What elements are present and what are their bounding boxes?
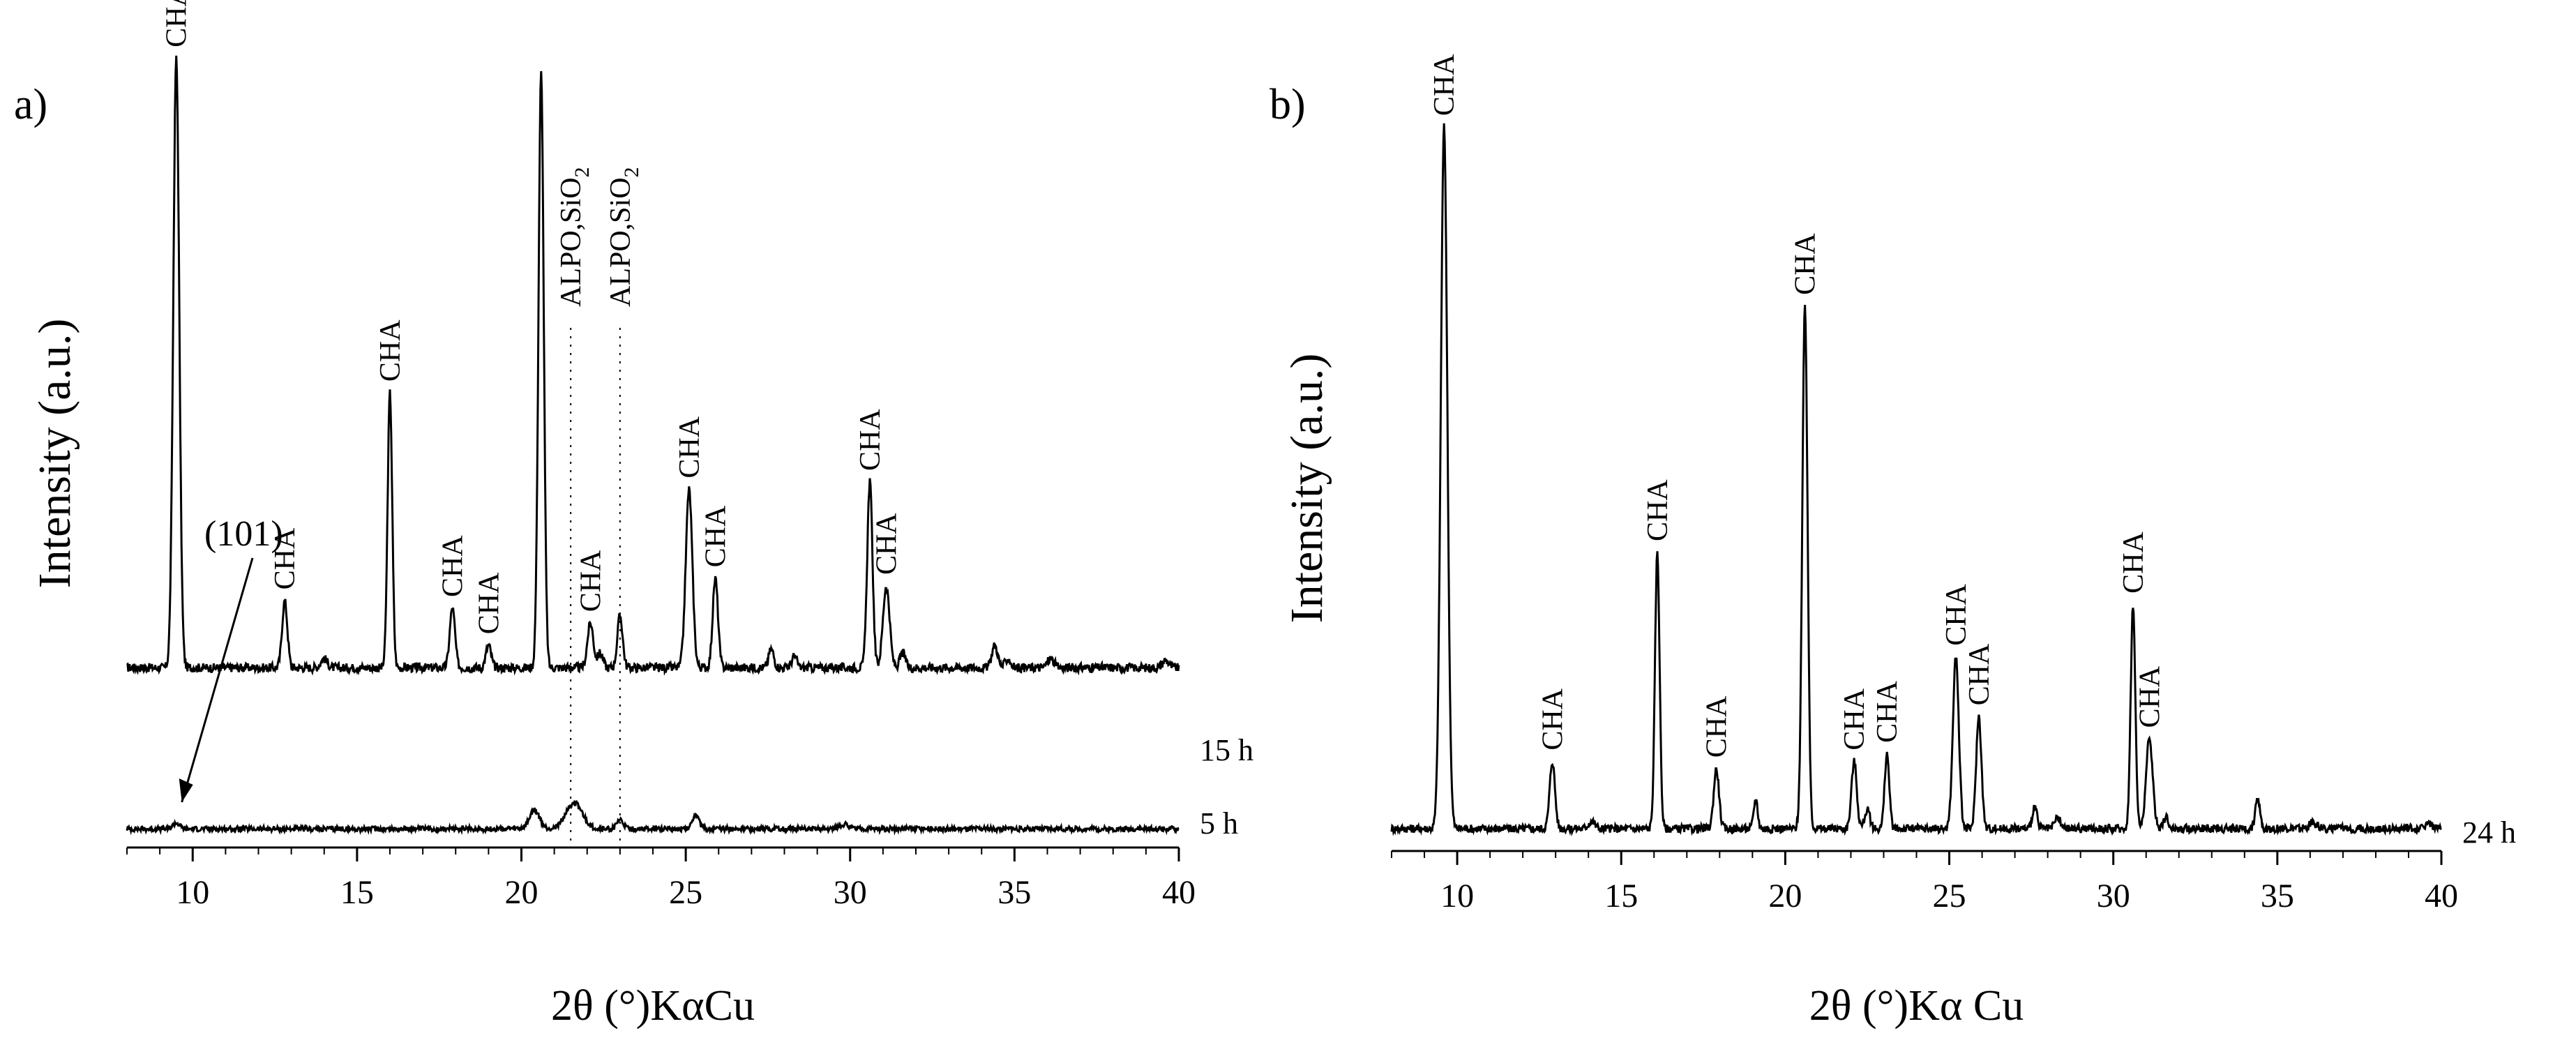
y-axis-label: Intensity (a.u.) [1281, 354, 1332, 624]
alpo-annotation: ALPO,SiO2 [605, 167, 643, 307]
peak-annotation: CHA [1941, 583, 1973, 645]
peak-annotation: CHA [1642, 479, 1674, 541]
panel-b-xrd-chart: b) 10 15 20 25 30 35 40 2θ (°)Kα Cu Intensity (a.… [1270, 54, 2516, 1030]
x-tick-label: 15 [340, 874, 374, 911]
x-tick-label: 10 [1440, 877, 1474, 914]
x-tick-label: 40 [2425, 877, 2458, 914]
hkl-arrow-head [179, 778, 193, 802]
x-tick-label: 40 [1162, 874, 1196, 911]
peak-annotation: CHA [375, 319, 407, 382]
peak-annotation: CHA [700, 505, 732, 567]
peak-annotation: CHA [1429, 54, 1461, 116]
peak-annotation: CHA [1964, 643, 1996, 705]
peak-annotation: CHA [575, 550, 607, 612]
hkl-label: (101) [204, 514, 283, 554]
panel-label: b) [1270, 81, 1306, 128]
panel-a-xrd-chart: a) 10 15 20 25 30 35 40 2θ (°)KαCu Intensity (a.u… [14, 0, 1253, 1030]
series-label: 15 h [1200, 733, 1253, 767]
series-line [126, 55, 1180, 676]
y-axis-label: Intensity (a.u.) [29, 319, 80, 589]
peak-annotation: CHA [269, 527, 301, 589]
x-tick-label: 35 [2261, 877, 2294, 914]
peak-annotation: CHA [1701, 695, 1733, 758]
panel-label: a) [14, 81, 47, 128]
peak-annotation: CHA [473, 572, 505, 634]
series-label: 24 h [2462, 815, 2516, 850]
peak-annotation: CHA [854, 409, 887, 471]
peak-annotation: CHA [674, 416, 706, 478]
x-axis-label: 2θ (°)Kα Cu [1809, 982, 2024, 1030]
hkl-arrow-line [181, 557, 254, 803]
series-label: 5 h [1200, 806, 1238, 841]
peak-annotation: CHA [2118, 532, 2150, 594]
peak-annotation: CHA [161, 0, 193, 47]
series-line [126, 799, 1180, 836]
peak-annotation: CHA [1790, 233, 1822, 295]
alpo-annotation: ALPO,SiO2 [555, 167, 594, 307]
series-line [1390, 123, 2442, 837]
peak-annotation: CHA [871, 513, 903, 575]
x-tick-label: 10 [176, 874, 209, 911]
x-axis-label: 2θ (°)KαCu [551, 982, 755, 1030]
peak-annotation: CHA [1537, 688, 1569, 750]
x-tick-label: 20 [1768, 877, 1802, 914]
peak-annotation: CHA [437, 535, 469, 597]
x-tick-label: 25 [669, 874, 702, 911]
peak-annotation: CHA [2134, 665, 2166, 728]
peak-annotation: CHA [1839, 688, 1871, 750]
x-tick-label: 35 [997, 874, 1031, 911]
x-tick-label: 30 [834, 874, 867, 911]
x-tick-label: 25 [1933, 877, 1966, 914]
x-tick-label: 30 [2097, 877, 2130, 914]
x-tick-label: 15 [1604, 877, 1638, 914]
peak-annotation: CHA [1871, 681, 1904, 743]
x-tick-label: 20 [505, 874, 538, 911]
